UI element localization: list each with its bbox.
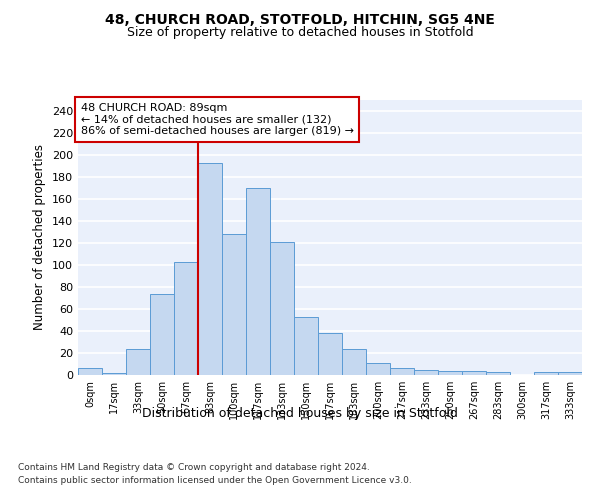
Bar	[534, 372, 558, 375]
Bar	[222, 234, 246, 375]
Bar	[414, 370, 438, 375]
Bar	[462, 370, 486, 375]
Bar	[174, 262, 198, 375]
Bar	[366, 363, 390, 375]
Bar	[558, 372, 582, 375]
Bar	[198, 162, 222, 375]
Bar	[126, 348, 150, 375]
Bar	[78, 368, 102, 375]
Bar	[438, 370, 462, 375]
Text: 48 CHURCH ROAD: 89sqm
← 14% of detached houses are smaller (132)
86% of semi-det: 48 CHURCH ROAD: 89sqm ← 14% of detached …	[80, 103, 353, 136]
Text: Contains HM Land Registry data © Crown copyright and database right 2024.: Contains HM Land Registry data © Crown c…	[18, 462, 370, 471]
Bar	[342, 348, 366, 375]
Bar	[294, 316, 318, 375]
Bar	[486, 372, 510, 375]
Bar	[390, 368, 414, 375]
Y-axis label: Number of detached properties: Number of detached properties	[34, 144, 46, 330]
Bar	[150, 294, 174, 375]
Bar	[102, 373, 126, 375]
Bar	[270, 242, 294, 375]
Bar	[246, 188, 270, 375]
Text: Contains public sector information licensed under the Open Government Licence v3: Contains public sector information licen…	[18, 476, 412, 485]
Text: Size of property relative to detached houses in Stotfold: Size of property relative to detached ho…	[127, 26, 473, 39]
Text: 48, CHURCH ROAD, STOTFOLD, HITCHIN, SG5 4NE: 48, CHURCH ROAD, STOTFOLD, HITCHIN, SG5 …	[105, 12, 495, 26]
Bar	[318, 333, 342, 375]
Text: Distribution of detached houses by size in Stotfold: Distribution of detached houses by size …	[142, 408, 458, 420]
